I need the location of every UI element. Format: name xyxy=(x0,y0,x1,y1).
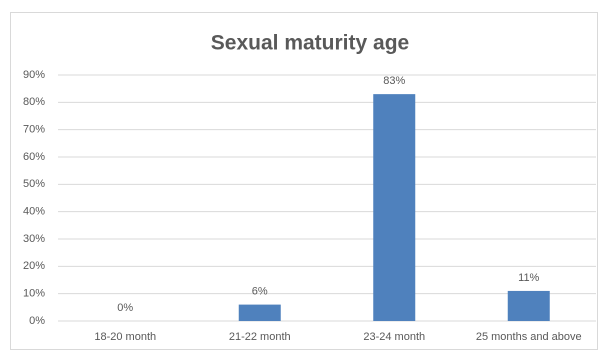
y-tick-label: 70% xyxy=(23,124,45,136)
bar xyxy=(238,304,281,321)
data-label: 83% xyxy=(383,75,405,87)
y-tick-label: 80% xyxy=(23,96,45,108)
y-tick-label: 30% xyxy=(23,233,45,245)
data-label: 6% xyxy=(252,286,268,298)
y-tick-label: 10% xyxy=(23,288,45,300)
x-tick-label: 23-24 month xyxy=(363,331,425,343)
x-tick-label: 25 months and above xyxy=(476,331,582,343)
x-tick-label: 21-22 month xyxy=(229,331,291,343)
y-tick-label: 0% xyxy=(29,315,45,327)
y-tick-label: 60% xyxy=(23,151,45,163)
y-tick-label: 90% xyxy=(23,69,45,81)
chart-title: Sexual maturity age xyxy=(211,32,409,55)
y-tick-label: 50% xyxy=(23,178,45,190)
data-label: 11% xyxy=(518,272,539,284)
x-tick-label: 18-20 month xyxy=(94,331,156,343)
data-label: 0% xyxy=(117,302,133,314)
bar xyxy=(507,290,550,321)
y-tick-label: 40% xyxy=(23,206,45,218)
bar xyxy=(373,94,416,321)
y-tick-label: 20% xyxy=(23,260,45,272)
